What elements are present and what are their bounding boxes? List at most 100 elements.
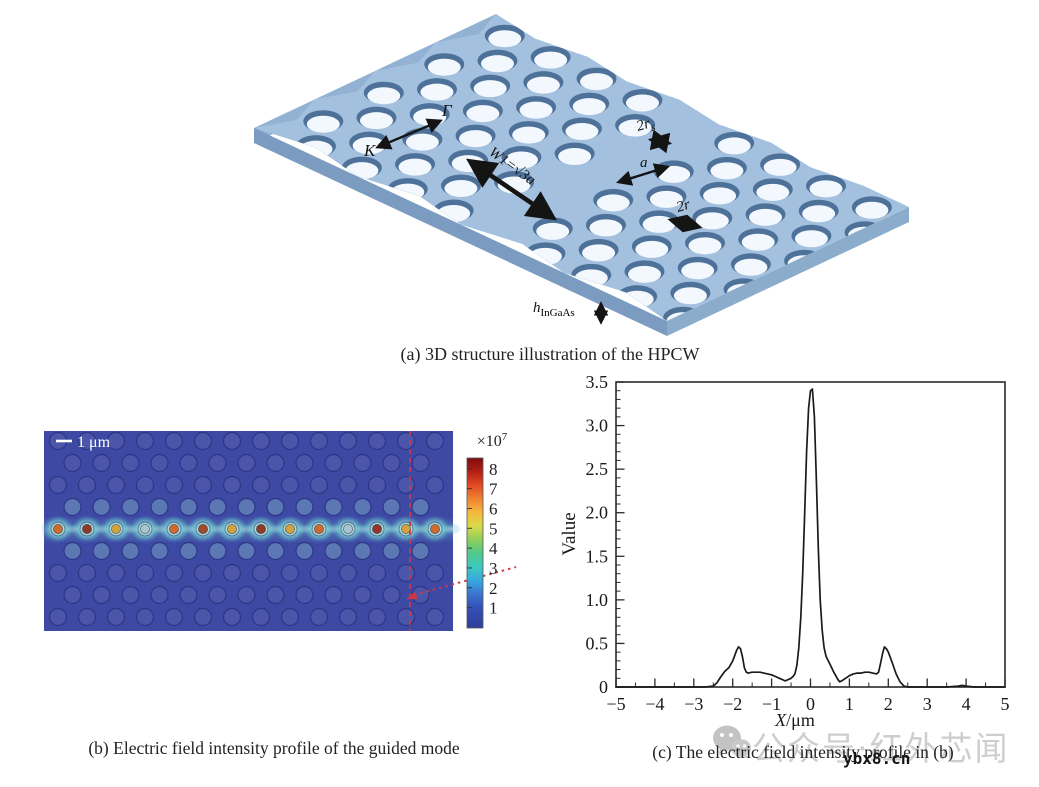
lattice-hole bbox=[425, 563, 445, 583]
lattice-hole bbox=[164, 475, 184, 495]
caption-panel-c: (c) The electric field intensity profile… bbox=[652, 742, 954, 762]
y-tick-label: 1.0 bbox=[586, 590, 609, 610]
colorbar-multiplier: ×107 bbox=[477, 431, 508, 450]
mode-core bbox=[111, 524, 122, 535]
y-tick-label: 3.0 bbox=[586, 416, 609, 436]
lattice-hole bbox=[295, 497, 314, 517]
lattice-hole bbox=[135, 431, 155, 451]
lattice-hole bbox=[48, 607, 68, 627]
y-tick-label: 2.5 bbox=[586, 459, 609, 479]
label-a: a bbox=[640, 155, 648, 171]
lattice-hole bbox=[193, 475, 213, 495]
lattice-hole bbox=[425, 475, 445, 495]
lattice-hole bbox=[425, 607, 445, 627]
lattice-hole bbox=[367, 431, 387, 451]
lattice-hole bbox=[353, 453, 372, 473]
lattice-hole bbox=[280, 475, 300, 495]
label-gamma: Γ bbox=[441, 101, 453, 120]
lattice-hole bbox=[208, 453, 227, 473]
k-gamma-arrow bbox=[375, 118, 443, 150]
w1-width-arrow bbox=[466, 158, 557, 221]
mode-core bbox=[400, 524, 411, 535]
lattice-hole bbox=[266, 541, 285, 561]
lattice-constant-arrow bbox=[616, 163, 670, 186]
lattice-hole bbox=[353, 585, 372, 605]
small-hole-diameter-arrow bbox=[647, 129, 673, 154]
lattice-hole bbox=[251, 431, 271, 451]
lattice-hole bbox=[63, 585, 82, 605]
lattice-hole bbox=[179, 497, 198, 517]
lattice-hole bbox=[92, 453, 111, 473]
x-tick-label: 4 bbox=[962, 694, 971, 714]
chart-plot-area: −5 −4 −3 −2 −1 0 1 2 3 4 5 0 0.5 1.0 1.5 2.0 2.5 3.0 3.5 bbox=[586, 372, 1010, 714]
label-h-ingaas: hInGaAs bbox=[533, 300, 575, 319]
mode-core bbox=[284, 524, 295, 535]
lattice-hole bbox=[396, 431, 416, 451]
lattice-hole bbox=[338, 563, 358, 583]
y-tick-label: 3.5 bbox=[586, 372, 609, 392]
slab-side-front bbox=[667, 207, 909, 336]
watermark-site: ybx8.cn bbox=[843, 749, 911, 768]
y-tick-label: 1.5 bbox=[586, 546, 609, 566]
lattice-hole bbox=[150, 453, 169, 473]
lattice-hole bbox=[367, 475, 387, 495]
x-tick-label: −2 bbox=[723, 694, 742, 714]
lattice-hole bbox=[106, 431, 126, 451]
lattice-hole bbox=[382, 497, 401, 517]
lattice-hole bbox=[382, 453, 401, 473]
lattice-hole bbox=[150, 497, 169, 517]
panel-c-line-chart: −5 −4 −3 −2 −1 0 1 2 3 4 5 0 0.5 1.0 1.5 2.0 2.5 3.0 3.5 V… bbox=[559, 372, 1010, 730]
lattice-hole bbox=[135, 475, 155, 495]
lattice-hole bbox=[179, 453, 198, 473]
x-tick-label: −1 bbox=[762, 694, 781, 714]
lattice-hole bbox=[92, 585, 111, 605]
lattice-hole bbox=[324, 585, 343, 605]
lattice-hole bbox=[164, 563, 184, 583]
lattice-hole bbox=[266, 585, 285, 605]
lattice-hole bbox=[121, 585, 140, 605]
label-2r: 2r bbox=[675, 197, 692, 216]
lattice-hole bbox=[193, 431, 213, 451]
lattice-hole bbox=[266, 497, 285, 517]
lattice-hole bbox=[48, 563, 68, 583]
lattice-hole bbox=[338, 607, 358, 627]
x-tick-label: 1 bbox=[845, 694, 854, 714]
label-2rs: 2rs bbox=[635, 115, 657, 138]
lattice-hole bbox=[396, 475, 416, 495]
lattice-hole bbox=[280, 431, 300, 451]
x-tick-label: −3 bbox=[684, 694, 703, 714]
lattice-hole bbox=[353, 497, 372, 517]
lattice-hole bbox=[222, 475, 242, 495]
y-tick-label: 0.5 bbox=[586, 633, 609, 653]
lattice-hole bbox=[92, 497, 111, 517]
lattice-hole bbox=[208, 585, 227, 605]
colorbar-tick-label: 2 bbox=[489, 579, 498, 598]
label-K: K bbox=[363, 141, 377, 160]
lattice-hole bbox=[193, 607, 213, 627]
y-tick-label: 0 bbox=[599, 677, 608, 697]
lattice-hole bbox=[411, 453, 430, 473]
lattice-hole bbox=[106, 475, 126, 495]
lattice-hole bbox=[48, 475, 68, 495]
x-tick-label: 3 bbox=[923, 694, 932, 714]
lattice-hole bbox=[324, 497, 343, 517]
lattice-hole bbox=[280, 563, 300, 583]
lattice-hole bbox=[135, 607, 155, 627]
lattice-hole bbox=[121, 541, 140, 561]
lattice-hole bbox=[222, 563, 242, 583]
lattice-hole bbox=[77, 431, 97, 451]
lattice-hole bbox=[309, 607, 329, 627]
lattice-hole bbox=[382, 585, 401, 605]
scalebar-label: 1 μm bbox=[77, 434, 111, 451]
lattice-hole bbox=[63, 541, 82, 561]
lattice-hole bbox=[150, 585, 169, 605]
cut-line-diagonal bbox=[413, 566, 517, 596]
lattice-hole bbox=[193, 563, 213, 583]
colorbar-tick-label: 3 bbox=[489, 559, 498, 578]
hole-diameter-arrow bbox=[667, 214, 703, 233]
lattice-hole bbox=[92, 541, 111, 561]
chart-frame bbox=[615, 381, 1006, 688]
mode-core bbox=[429, 524, 440, 535]
lattice-hole bbox=[411, 497, 430, 517]
lattice-hole bbox=[222, 607, 242, 627]
